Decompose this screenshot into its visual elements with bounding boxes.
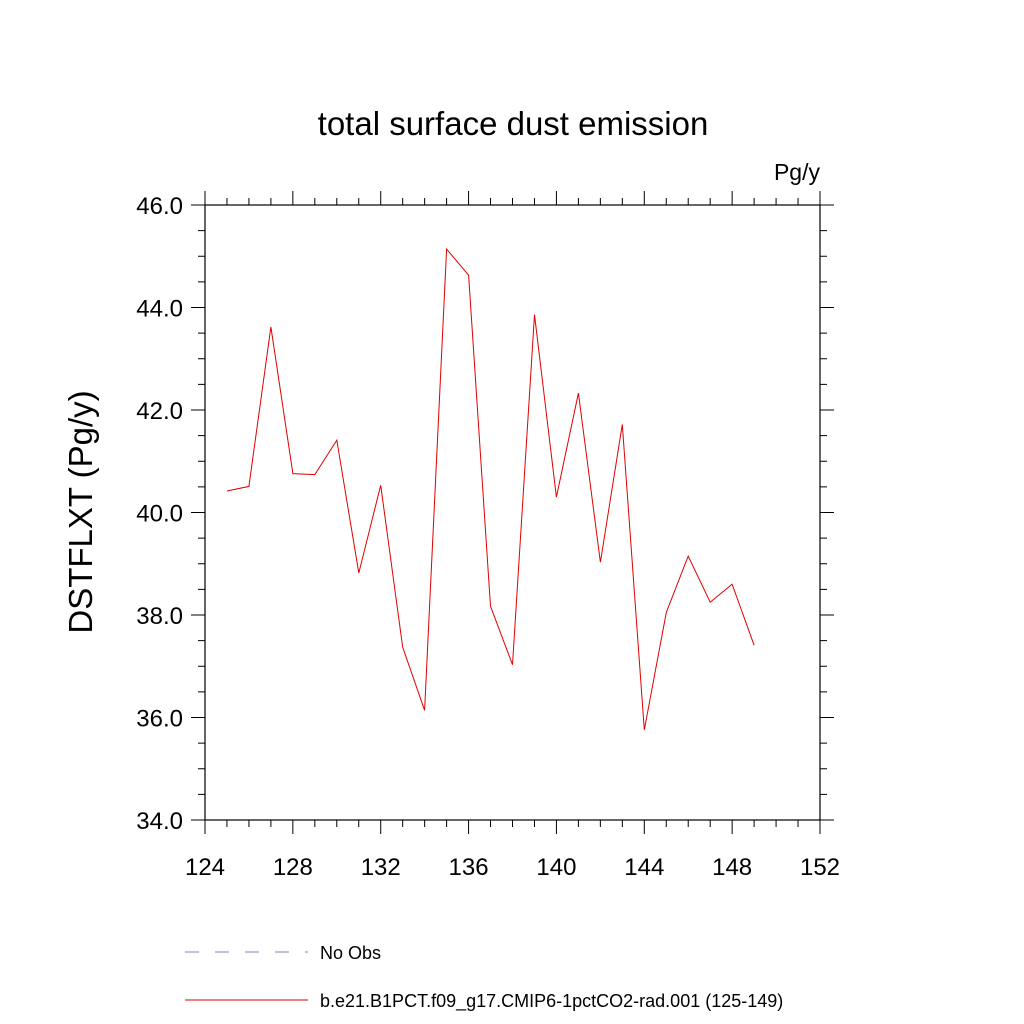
x-tick-label: 140	[536, 854, 576, 881]
legend: No Obs b.e21.B1PCT.f09_g17.CMIP6-1pctCO2-…	[185, 943, 783, 1012]
x-tick-label: 144	[624, 854, 664, 881]
legend-label: b.e21.B1PCT.f09_g17.CMIP6-1pctCO2-rad.00…	[320, 991, 783, 1012]
legend-label: No Obs	[320, 943, 381, 963]
x-tick-label: 128	[273, 854, 313, 881]
series-line-1	[226, 247, 755, 730]
y-axis-ticks: 34.0 36.0 38.0 40.0 42.0 44.0 46.0	[136, 193, 834, 835]
x-tick-label: 148	[712, 854, 752, 881]
y-tick-label: 34.0	[136, 808, 183, 835]
units-label: Pg/y	[774, 159, 821, 185]
x-axis-ticks: 124 128 132 136 140 144 148 152	[185, 191, 840, 881]
y-tick-label: 44.0	[136, 296, 183, 323]
plot-area	[226, 247, 755, 730]
x-tick-label: 152	[800, 854, 840, 881]
x-tick-label: 132	[361, 854, 401, 881]
y-tick-label: 38.0	[136, 603, 183, 630]
y-axis-label: DSTFLXT (Pg/y)	[62, 390, 99, 633]
plot-frame	[204, 204, 821, 821]
y-tick-label: 36.0	[136, 706, 183, 733]
x-tick-label: 136	[449, 854, 489, 881]
chart-title: total surface dust emission	[318, 105, 709, 142]
axes	[204, 204, 821, 821]
y-tick-label: 42.0	[136, 398, 183, 425]
y-tick-label: 40.0	[136, 501, 183, 528]
x-tick-label: 124	[185, 854, 225, 881]
y-tick-label: 46.0	[136, 193, 183, 220]
